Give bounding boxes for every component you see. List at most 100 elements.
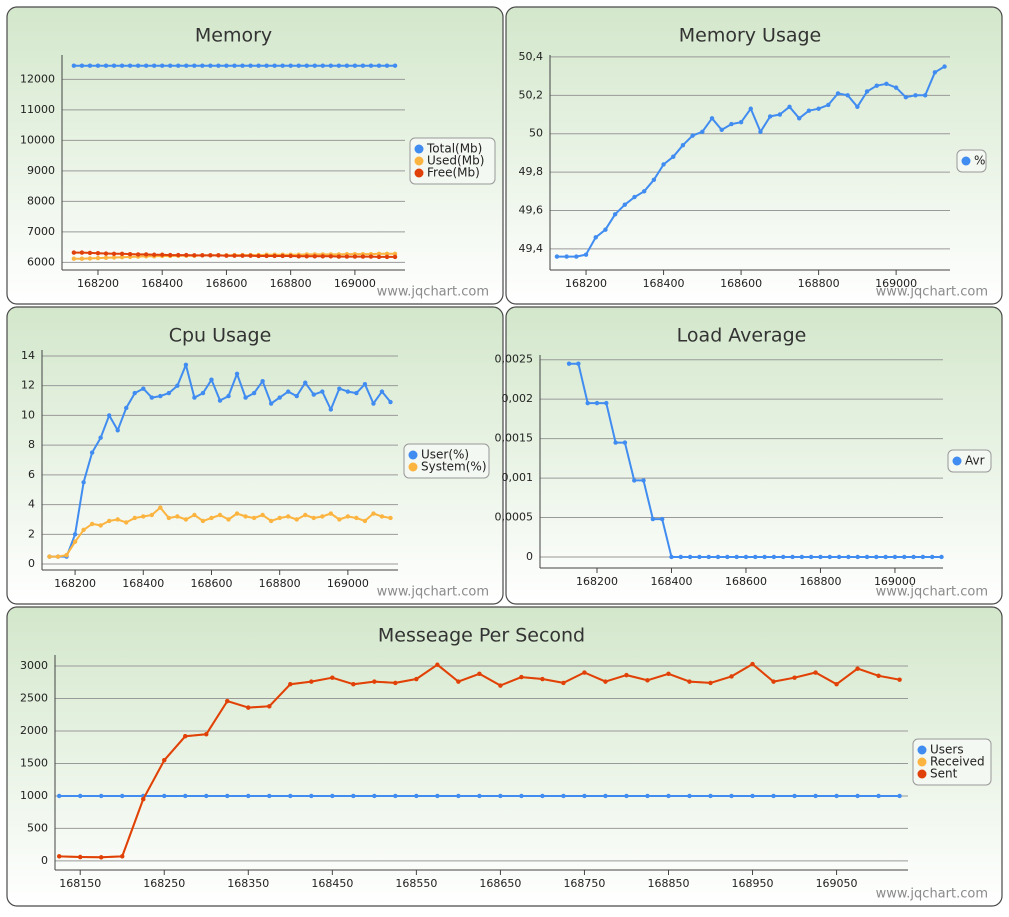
data-point	[384, 63, 390, 68]
data-point	[216, 63, 221, 68]
data-point	[659, 516, 665, 522]
y-tick-label: 1500	[20, 756, 48, 769]
data-point	[892, 554, 898, 560]
data-point	[200, 390, 206, 396]
data-point	[151, 63, 157, 68]
x-tick-label: 168750	[563, 877, 605, 890]
y-tick-label: 1000	[20, 789, 48, 802]
data-point	[272, 253, 277, 259]
data-point	[132, 390, 137, 396]
data-point	[106, 413, 112, 418]
data-point	[700, 129, 705, 134]
data-point	[477, 671, 482, 677]
data-point	[234, 511, 240, 516]
data-point	[826, 102, 831, 108]
y-tick-label: 6	[28, 468, 35, 481]
data-point	[72, 532, 78, 537]
data-point	[256, 253, 261, 259]
data-point	[89, 521, 95, 527]
y-tick-label: 10	[21, 408, 35, 421]
data-point	[226, 393, 231, 399]
legend-item[interactable]: User(%)	[408, 448, 470, 462]
x-tick-label: 168600	[205, 277, 247, 290]
legend-label: Received	[930, 755, 985, 769]
data-point	[95, 63, 101, 68]
data-point	[162, 793, 167, 799]
data-point	[95, 251, 101, 256]
data-point	[435, 662, 440, 667]
legend: User(%)System(%)	[403, 443, 490, 479]
data-point	[368, 254, 374, 259]
data-point	[603, 793, 608, 799]
legend-item[interactable]: Received	[917, 755, 985, 769]
data-point	[158, 393, 163, 399]
panel-background	[6, 6, 504, 305]
data-point	[132, 515, 137, 521]
data-point	[192, 63, 197, 68]
data-point	[216, 253, 221, 258]
data-point	[913, 93, 918, 98]
data-point	[911, 554, 916, 560]
data-point	[379, 514, 385, 519]
data-point	[540, 676, 545, 682]
data-point	[384, 251, 390, 257]
data-point	[561, 793, 566, 799]
x-tick-label: 168600	[720, 277, 762, 290]
y-tick-label: 49,8	[519, 165, 544, 178]
data-point	[687, 554, 693, 560]
data-point	[119, 254, 125, 260]
data-point	[666, 671, 671, 677]
data-point	[135, 63, 141, 68]
data-point	[388, 515, 393, 521]
legend-label: Avr	[965, 454, 985, 468]
legend: %	[956, 149, 987, 173]
legend-item[interactable]: Sent	[917, 767, 958, 781]
legend-item[interactable]: %	[961, 154, 986, 168]
x-tick-label: 168650	[479, 877, 521, 890]
legend-item[interactable]: Free(Mb)	[414, 166, 480, 180]
data-point	[79, 256, 85, 261]
data-point	[81, 527, 86, 533]
data-point	[208, 253, 213, 258]
data-point	[392, 63, 398, 68]
legend-label: Sent	[930, 767, 958, 781]
data-point	[477, 793, 482, 799]
data-point	[72, 539, 78, 544]
data-point	[204, 793, 209, 799]
x-tick-label: 168200	[77, 277, 119, 290]
data-point	[288, 682, 293, 687]
data-point	[498, 793, 503, 799]
data-point	[384, 254, 390, 260]
data-point	[697, 554, 702, 560]
legend-item[interactable]: Used(Mb)	[414, 154, 485, 168]
legend-label: Used(Mb)	[427, 154, 484, 168]
data-point	[808, 554, 814, 560]
data-point	[175, 383, 180, 388]
data-point	[360, 254, 366, 259]
data-point	[192, 512, 197, 518]
data-point	[288, 253, 293, 259]
legend-item[interactable]: Total(Mb)	[414, 142, 483, 156]
legend-swatch	[917, 769, 927, 779]
data-point	[232, 63, 237, 68]
legend-item[interactable]: System(%)	[408, 460, 487, 474]
legend-item[interactable]: Avr	[952, 454, 985, 468]
data-point	[903, 95, 909, 100]
y-tick-label: 2500	[20, 692, 48, 705]
data-point	[225, 793, 230, 799]
data-point	[368, 63, 374, 68]
data-point	[874, 83, 879, 88]
data-point	[351, 682, 356, 687]
legend-box	[912, 738, 992, 786]
data-point	[111, 255, 117, 260]
y-tick-label: 0	[41, 854, 48, 867]
legend-item[interactable]: Users	[917, 743, 964, 757]
y-tick-label: 0,0025	[495, 353, 534, 366]
data-point	[176, 63, 181, 68]
data-point	[414, 676, 419, 682]
data-point	[141, 386, 146, 391]
data-point	[296, 63, 301, 68]
data-point	[226, 517, 231, 522]
data-point	[192, 253, 197, 258]
